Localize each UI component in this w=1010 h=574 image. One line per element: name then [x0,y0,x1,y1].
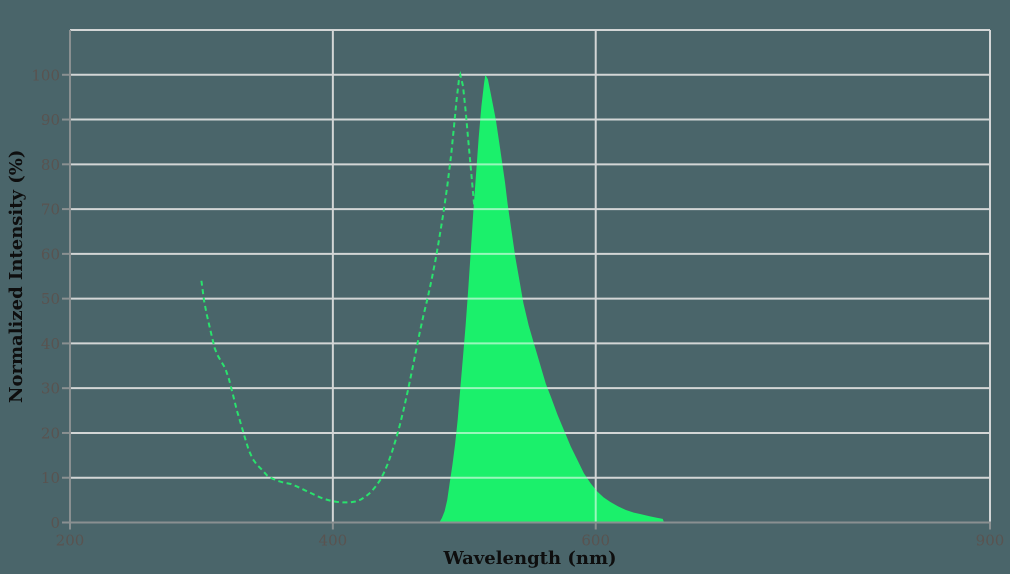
y-tick-label: 40 [41,335,60,353]
y-tick-label: 60 [41,245,60,263]
y-axis-title: Normalized Intensity (%) [6,150,27,403]
tick-marks [62,73,991,530]
x-tick-label: 200 [56,532,85,550]
y-tick-label: 80 [41,156,60,174]
y-tick-label: 90 [41,111,60,129]
y-tick-label: 0 [50,514,60,532]
x-axis-title: Wavelength (nm) [442,548,616,569]
tick-labels: 0 10 20 30 40 50 60 70 80 90 100 200 400 600 900 [31,66,1004,549]
x-tick-label: 600 [581,532,610,550]
excitation-curve [200,70,501,519]
axes [69,30,991,524]
y-tick-label: 20 [41,424,60,442]
y-tick-label: 30 [41,380,60,398]
y-tick-label: 10 [41,469,60,487]
y-tick-label: 50 [41,290,60,308]
x-tick-label: 400 [319,532,348,550]
y-tick-label: 100 [31,66,60,84]
emission-area [439,74,665,523]
x-tick-label: 900 [976,532,1005,550]
y-tick-label: 70 [41,201,60,219]
